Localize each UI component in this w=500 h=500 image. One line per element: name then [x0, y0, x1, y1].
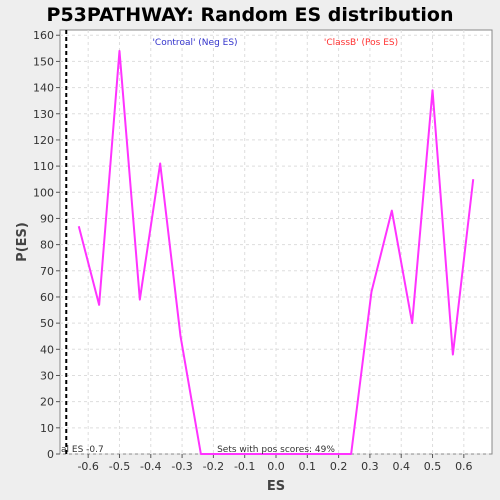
- y-axis-label: P(ES): [15, 222, 30, 262]
- grid: [60, 30, 492, 455]
- y-tick-label: 100: [33, 186, 54, 199]
- x-tick-label: 0.5: [424, 460, 442, 473]
- neg-es-annotation: 'Controal' (Neg ES): [152, 38, 237, 48]
- y-tick-label: 0: [47, 448, 54, 461]
- series-line: [77, 49, 475, 455]
- y-tick-label: 10: [40, 422, 54, 435]
- y-tick-label: 90: [40, 212, 54, 225]
- x-tick-label: 0.0: [267, 460, 285, 473]
- x-tick-label: 0.3: [361, 460, 379, 473]
- y-tick-label: 60: [40, 291, 54, 304]
- x-tick-label: -0.1: [234, 460, 255, 473]
- x-tick-label: -0.2: [203, 460, 224, 473]
- pos-scores-annotation: Sets with pos scores: 49%: [217, 445, 335, 455]
- y-tick-label: 80: [40, 239, 54, 252]
- x-tick-label: 0.1: [299, 460, 317, 473]
- pos-es-annotation: 'ClassB' (Pos ES): [324, 38, 398, 48]
- y-tick-label: 130: [33, 108, 54, 121]
- y-tick-label: 20: [40, 396, 54, 409]
- x-tick-label: 0.6: [455, 460, 473, 473]
- y-tick-label: 40: [40, 343, 54, 356]
- y-axis-ticks: 0 10 20 30 40 50 60 70 80 90 100 110 120 130 140 150 160: [33, 29, 60, 461]
- chart-title: P53PATHWAY: Random ES distribution: [47, 4, 454, 26]
- actual-es-label: al ES -0.7: [61, 445, 104, 455]
- x-axis-ticks: -0.6 -0.5 -0.4 -0.3 -0.2 -0.1 0.0 0.1 0.2 0.3 0.4 0…: [77, 454, 473, 473]
- x-axis-label: ES: [267, 479, 285, 494]
- y-tick-label: 140: [33, 82, 54, 95]
- x-tick-label: 0.4: [392, 460, 410, 473]
- x-tick-label: -0.6: [77, 460, 98, 473]
- y-tick-label: 70: [40, 265, 54, 278]
- y-tick-label: 160: [33, 29, 54, 42]
- x-tick-label: -0.4: [140, 460, 161, 473]
- y-tick-label: 150: [33, 55, 54, 68]
- y-tick-label: 110: [33, 160, 54, 173]
- y-tick-label: 50: [40, 317, 54, 330]
- x-tick-label: 0.2: [330, 460, 348, 473]
- y-tick-label: 120: [33, 134, 54, 147]
- y-tick-label: 30: [40, 369, 54, 382]
- x-tick-label: -0.5: [109, 460, 130, 473]
- x-tick-label: -0.3: [171, 460, 192, 473]
